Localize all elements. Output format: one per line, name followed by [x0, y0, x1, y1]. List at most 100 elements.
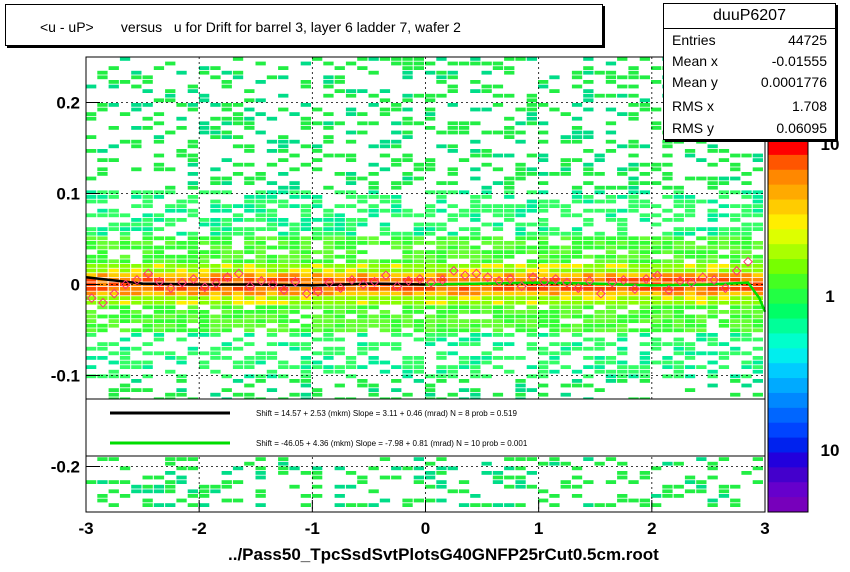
heatmap-cell [300, 360, 311, 365]
heatmap-cell [142, 190, 153, 195]
heatmap-cell [255, 176, 266, 181]
heatmap-cell [176, 204, 187, 208]
heatmap-cell [357, 176, 368, 181]
heatmap-cell [323, 337, 334, 342]
heatmap-cell [232, 291, 244, 296]
heatmap-cell [651, 291, 662, 296]
heatmap-cell [153, 139, 165, 144]
heatmap-cell [571, 236, 583, 241]
heatmap-cell [730, 277, 741, 282]
heatmap-cell [357, 351, 368, 356]
heatmap-cell [97, 480, 108, 484]
heatmap-cell [142, 296, 153, 300]
heatmap-cell [628, 300, 639, 305]
heatmap-cell [131, 139, 142, 144]
heatmap-cell [549, 356, 560, 360]
heatmap-cell [255, 236, 266, 241]
heatmap-cell [244, 392, 255, 397]
heatmap-cell [232, 323, 244, 328]
heatmap-cell [289, 139, 300, 144]
heatmap-cell [131, 360, 142, 365]
heatmap-cell [628, 84, 639, 89]
heatmap-cell [187, 489, 198, 494]
heatmap-cell [639, 314, 650, 319]
heatmap-cell [481, 254, 492, 259]
heatmap-cell [345, 130, 357, 135]
heatmap-cell [560, 273, 571, 277]
heatmap-cell [741, 208, 752, 213]
heatmap-cell [244, 461, 255, 466]
heatmap-cell [651, 213, 662, 218]
heatmap-cell [481, 236, 492, 241]
heatmap-cell [492, 314, 504, 319]
heatmap-cell [696, 489, 707, 494]
heatmap-cell [153, 328, 165, 333]
heatmap-cell [718, 245, 730, 250]
heatmap-cell [481, 70, 492, 75]
heatmap-cell [571, 130, 583, 135]
heatmap-cell [526, 121, 537, 126]
heatmap-cell [594, 337, 605, 342]
heatmap-cell [492, 296, 504, 300]
heatmap-cell [278, 259, 289, 264]
heatmap-cell [481, 360, 492, 365]
heatmap-cell [255, 494, 266, 498]
heatmap-cell [447, 300, 458, 305]
heatmap-cell [266, 208, 278, 213]
heatmap-cell [560, 300, 571, 305]
heatmap-cell [210, 323, 221, 328]
heatmap-cell [718, 323, 730, 328]
heatmap-cell [323, 356, 334, 360]
heatmap-cell [639, 328, 650, 333]
heatmap-cell [142, 218, 153, 222]
color-scale-band [768, 452, 808, 468]
heatmap-cell [97, 208, 108, 213]
heatmap-cell [131, 268, 142, 273]
heatmap-cell [119, 300, 131, 305]
heatmap-cell [199, 121, 210, 126]
heatmap-cell [86, 356, 97, 360]
heatmap-cell [594, 296, 605, 300]
color-scale-band [768, 392, 808, 409]
heatmap-cell [232, 75, 244, 80]
heatmap-cell [323, 250, 334, 254]
heatmap-cell [707, 236, 718, 241]
heatmap-cell [752, 328, 763, 333]
heatmap-cell [368, 388, 379, 392]
heatmap-cell [673, 374, 684, 379]
heatmap-cell [538, 222, 549, 227]
heatmap-cell [707, 342, 718, 346]
heatmap-cell [232, 365, 244, 369]
heatmap-cell [300, 333, 311, 337]
heatmap-cell [515, 282, 526, 287]
heatmap-cell [425, 471, 436, 475]
heatmap-cell [379, 300, 391, 305]
heatmap-cell [97, 342, 108, 346]
heatmap-cell [221, 208, 232, 213]
heatmap-cell [583, 89, 594, 93]
heatmap-cell [447, 241, 458, 245]
heatmap-cell [413, 162, 424, 167]
heatmap-cell [210, 273, 221, 277]
heatmap-cell [391, 185, 402, 190]
heatmap-cell [86, 300, 97, 305]
heatmap-cell [696, 250, 707, 254]
heatmap-cell [673, 305, 684, 310]
heatmap-cell [662, 250, 673, 254]
heatmap-cell [199, 351, 210, 356]
heatmap-cell [176, 273, 187, 277]
heatmap-cell [560, 167, 571, 172]
heatmap-cell [289, 346, 300, 351]
heatmap-cell [662, 365, 673, 369]
heatmap-cell [119, 291, 131, 296]
heatmap-cell [391, 199, 402, 204]
heatmap-cell [119, 351, 131, 356]
heatmap-cell [345, 273, 357, 277]
heatmap-cell [617, 471, 628, 475]
heatmap-cell [300, 392, 311, 397]
profile-marker [358, 279, 369, 290]
heatmap-cell [244, 374, 255, 379]
heatmap-cell [425, 287, 436, 291]
heatmap-cell [244, 231, 255, 236]
heatmap-cell [425, 250, 436, 254]
